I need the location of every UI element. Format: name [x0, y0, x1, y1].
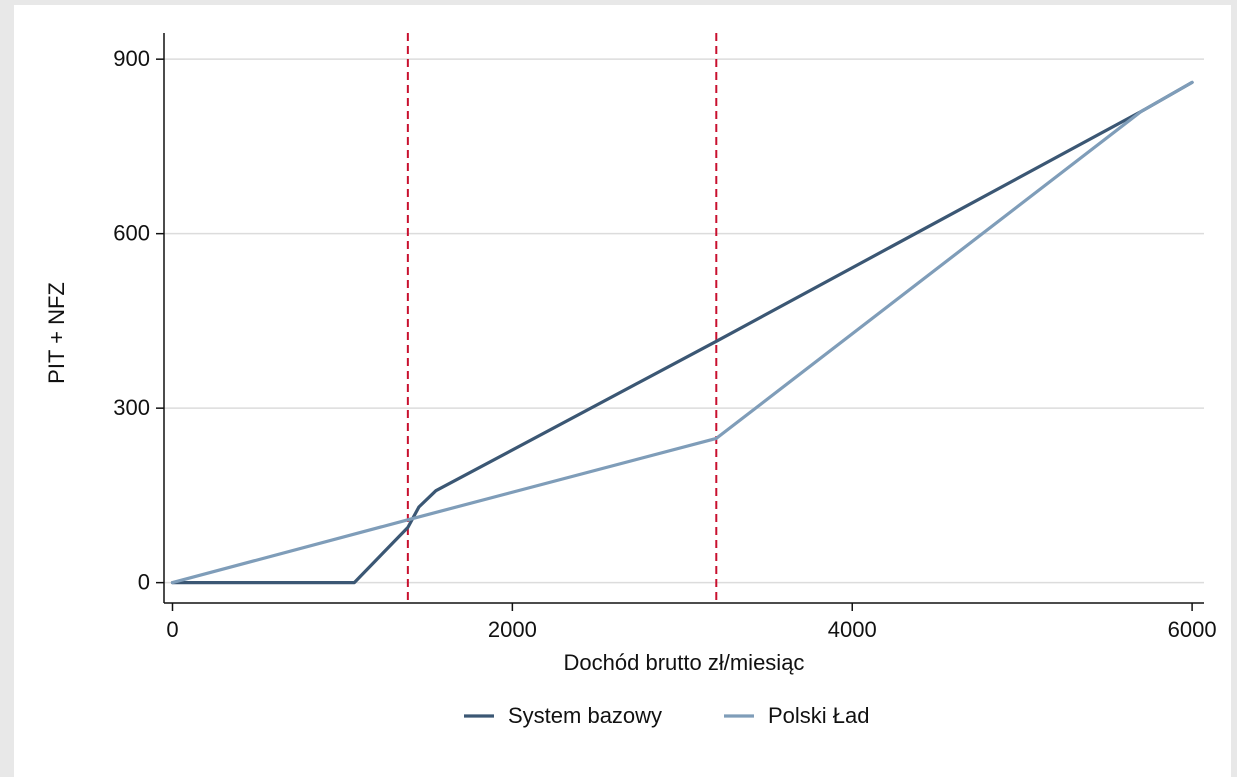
chart-frame: 0 300 600 900 0 2000 4000 6000 Dochód brutto zł… — [14, 5, 1231, 777]
y-tick-label: 900 — [113, 46, 150, 71]
tick-labels: 0 300 600 900 0 2000 4000 6000 — [113, 46, 1216, 642]
y-tick-label: 600 — [113, 221, 150, 246]
legend-label: System bazowy — [508, 703, 662, 728]
y-axis-title: PIT + NFZ — [44, 282, 69, 384]
x-tick-label: 6000 — [1168, 617, 1217, 642]
series-lines — [170, 80, 1194, 585]
y-tick-label: 0 — [138, 570, 150, 595]
series-line — [170, 80, 1194, 585]
y-tick-label: 300 — [113, 395, 150, 420]
gridlines — [164, 58, 1204, 584]
reference-lines — [406, 33, 718, 603]
legend-label: Polski Ład — [768, 703, 870, 728]
series-line — [170, 80, 1194, 585]
legend: System bazowy Polski Ład — [464, 703, 870, 728]
line-chart: 0 300 600 900 0 2000 4000 6000 Dochód brutto zł… — [44, 33, 1217, 728]
axes — [156, 33, 1204, 611]
x-axis-title: Dochód brutto zł/miesiąc — [564, 650, 805, 675]
x-tick-label: 4000 — [828, 617, 877, 642]
x-tick-label: 2000 — [488, 617, 537, 642]
x-tick-label: 0 — [166, 617, 178, 642]
